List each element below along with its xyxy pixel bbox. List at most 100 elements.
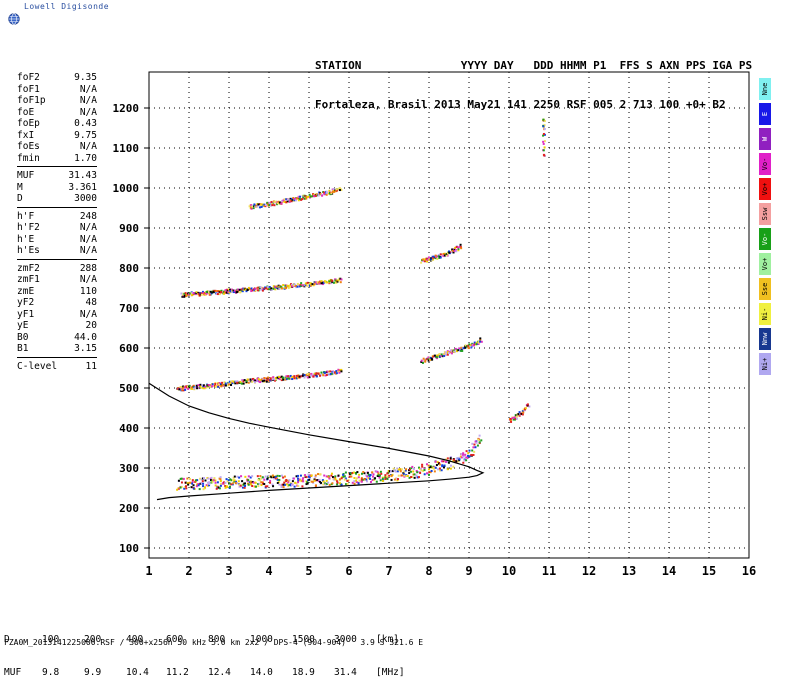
- echo-point: [282, 486, 285, 489]
- echo-point: [360, 477, 363, 480]
- param-value: N/A: [79, 95, 97, 106]
- echo-point: [397, 468, 400, 471]
- echo-point: [241, 486, 244, 489]
- echo-point: [310, 480, 313, 483]
- echo-point: [256, 377, 259, 380]
- echo-point: [442, 254, 445, 257]
- echo-point: [278, 376, 281, 379]
- y-tick-label: 600: [119, 342, 139, 355]
- echo-point: [425, 257, 428, 260]
- echo-point: [380, 472, 383, 475]
- echo-point: [416, 471, 419, 474]
- echo-point: [400, 468, 403, 471]
- echo-point: [227, 291, 230, 294]
- param-row: B1 3.15: [17, 343, 97, 355]
- echo-point: [285, 378, 288, 381]
- echo-point: [428, 258, 431, 261]
- echo-point: [247, 479, 250, 482]
- echo-point: [244, 288, 247, 291]
- echo-point: [278, 201, 281, 204]
- echo-point: [232, 291, 235, 294]
- echo-point: [275, 286, 278, 289]
- echo-point: [352, 471, 355, 474]
- echo-point: [395, 477, 398, 480]
- echo-point: [472, 446, 475, 449]
- x-tick-label: 12: [582, 564, 596, 578]
- echo-point: [194, 386, 197, 389]
- echo-point: [296, 377, 299, 380]
- param-row: foF1p N/A: [17, 95, 97, 107]
- echo-point: [283, 475, 286, 478]
- echo-point: [355, 479, 358, 482]
- echo-point: [420, 359, 423, 362]
- echo-point: [191, 482, 194, 485]
- echo-point: [331, 372, 334, 375]
- echo-point: [291, 480, 294, 483]
- echo-point: [422, 357, 425, 360]
- echo-point: [274, 285, 277, 288]
- legend-label: Nne: [761, 82, 769, 96]
- echo-point: [285, 201, 288, 204]
- echo-point: [210, 385, 213, 388]
- echo-point: [420, 360, 423, 363]
- echo-point: [216, 293, 219, 296]
- echo-point: [325, 190, 328, 193]
- echo-point: [340, 188, 343, 191]
- echo-point: [303, 374, 306, 377]
- echo-point: [439, 256, 442, 259]
- echo-point: [437, 462, 440, 465]
- echo-point: [312, 375, 315, 378]
- echo-point: [440, 460, 443, 463]
- echo-point: [348, 475, 351, 478]
- echo-point: [421, 361, 424, 364]
- echo-point: [264, 475, 267, 478]
- echo-point: [264, 486, 267, 489]
- param-row: C-level 11: [17, 361, 97, 373]
- echo-point: [305, 373, 308, 376]
- echo-point: [282, 483, 285, 486]
- echo-point: [299, 479, 302, 482]
- echo-point: [199, 383, 202, 386]
- echo-point: [219, 383, 222, 386]
- echo-point: [238, 485, 241, 488]
- echo-point: [462, 461, 465, 464]
- echo-point: [293, 485, 296, 488]
- header-line-1: STATION YYYY DAY DDD HHMM P1 FFS S AXN P…: [315, 59, 753, 72]
- echo-point: [261, 289, 264, 292]
- echo-point: [282, 378, 285, 381]
- echo-point: [434, 466, 437, 469]
- echo-point: [180, 485, 183, 488]
- param-row: fmin 1.70: [17, 153, 97, 165]
- echo-point: [426, 472, 429, 475]
- echo-point: [338, 369, 341, 372]
- echo-point: [408, 476, 411, 479]
- echo-point: [203, 293, 206, 296]
- echo-point: [236, 381, 239, 384]
- echo-point: [330, 472, 333, 475]
- echo-point: [393, 469, 396, 472]
- echo-point: [329, 193, 332, 196]
- echo-point: [428, 473, 431, 476]
- echo-point: [331, 279, 334, 282]
- echo-point: [437, 254, 440, 257]
- echo-point: [422, 258, 425, 261]
- echo-point: [422, 470, 425, 473]
- echo-point: [235, 380, 238, 383]
- echo-point: [268, 285, 271, 288]
- echo-point: [303, 376, 306, 379]
- echo-point: [290, 283, 293, 286]
- echo-point: [427, 356, 430, 359]
- echo-point: [439, 253, 442, 256]
- echo-point: [309, 195, 312, 198]
- echo-point: [466, 454, 469, 457]
- echo-point: [292, 284, 295, 287]
- echo-point: [294, 199, 297, 202]
- echo-point: [263, 379, 266, 382]
- echo-point: [452, 251, 455, 254]
- echo-point: [311, 283, 314, 286]
- echo-point: [362, 478, 365, 481]
- echo-point: [251, 484, 254, 487]
- echo-point: [261, 482, 264, 485]
- echo-point: [228, 486, 231, 489]
- echo-point: [239, 484, 242, 487]
